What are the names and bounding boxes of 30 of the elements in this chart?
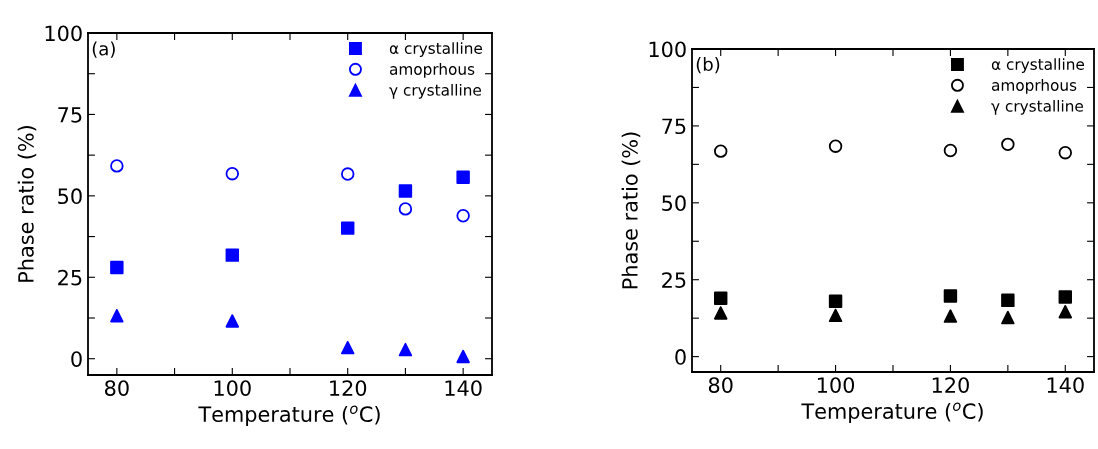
legend-label: α crystalline: [389, 42, 483, 57]
annotation: (b): [696, 57, 720, 74]
y-tick-label: 0: [675, 349, 686, 365]
x-tick-label: 80: [105, 380, 129, 396]
x-axis-title: Temperature ($^{o}$C): [801, 402, 983, 424]
y-tick-label: 25: [662, 272, 686, 288]
y-tick-label: 0: [71, 351, 82, 367]
annotation: (a): [92, 41, 115, 58]
y-tick-label: 75: [58, 107, 82, 123]
y-axis-title: Phase ratio (%): [621, 132, 641, 289]
y-tick-label: 50: [58, 188, 82, 205]
y-tick-label: 25: [58, 269, 82, 286]
y-tick-label: 100: [45, 25, 82, 42]
x-tick-label: 100: [214, 380, 251, 396]
legend-label: α crystalline: [991, 58, 1085, 73]
x-tick-label: 100: [817, 377, 855, 393]
y-tick-label: 100: [649, 41, 686, 58]
legend-label: amoprhous: [389, 63, 475, 78]
legend-label: γ crystalline: [389, 83, 481, 99]
y-axis-title: Phase ratio (%): [17, 126, 37, 282]
legend-label: amoprhous: [991, 79, 1077, 94]
x-tick-label: 120: [330, 380, 367, 396]
x-tick-label: 80: [708, 377, 733, 393]
x-tick-label: 140: [445, 380, 482, 396]
y-tick-label: 75: [662, 118, 686, 135]
x-axis-title: Temperature ($^{o}$C): [198, 405, 380, 427]
x-tick-label: 140: [1047, 377, 1084, 393]
x-tick-label: 120: [932, 377, 969, 393]
y-tick-label: 50: [662, 195, 686, 212]
legend-label: γ crystalline: [991, 99, 1083, 115]
